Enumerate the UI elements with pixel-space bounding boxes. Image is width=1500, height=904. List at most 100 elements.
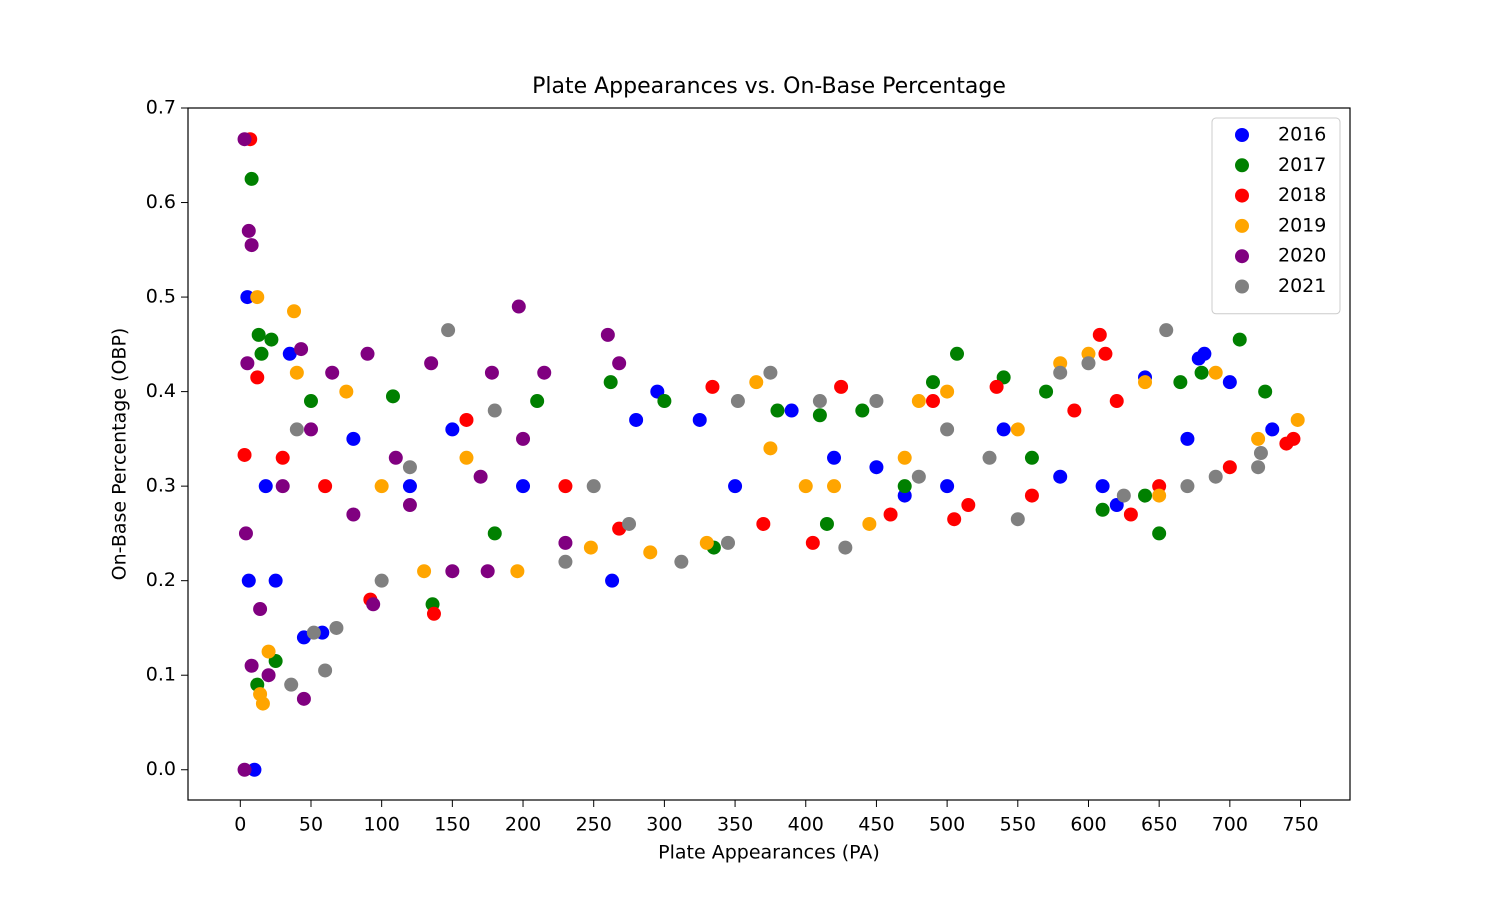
y-tick-label: 0.5	[146, 286, 176, 308]
point	[784, 403, 799, 418]
point	[862, 516, 877, 531]
point	[869, 460, 884, 475]
y-tick-label: 0.0	[146, 758, 176, 780]
point	[1039, 384, 1054, 399]
point	[1286, 431, 1301, 446]
point	[1024, 488, 1039, 503]
y-tick-label: 0.7	[146, 97, 176, 119]
point	[284, 677, 299, 692]
point	[240, 290, 255, 305]
point	[1194, 365, 1209, 380]
point	[819, 516, 834, 531]
point	[254, 346, 269, 361]
point	[834, 379, 849, 394]
x-tick-label: 750	[1282, 814, 1318, 836]
point	[258, 479, 273, 494]
point	[374, 479, 389, 494]
point	[241, 573, 256, 588]
x-tick-label: 350	[717, 814, 753, 836]
point	[838, 540, 853, 555]
point	[237, 447, 252, 462]
x-tick-label: 400	[788, 814, 824, 836]
point	[346, 431, 361, 446]
point	[1010, 422, 1025, 437]
point	[303, 394, 318, 409]
point	[1180, 431, 1195, 446]
point	[629, 412, 644, 427]
point	[1251, 460, 1266, 475]
x-tick-label: 300	[646, 814, 682, 836]
point	[603, 375, 618, 390]
point	[827, 450, 842, 465]
point	[306, 625, 321, 640]
point	[253, 602, 268, 617]
point	[417, 564, 432, 579]
point	[643, 545, 658, 560]
point	[244, 171, 259, 186]
point	[296, 691, 311, 706]
point	[1253, 446, 1268, 461]
chart-title: Plate Appearances vs. On-Base Percentage	[532, 74, 1006, 99]
point	[756, 516, 771, 531]
y-tick-label: 0.4	[146, 380, 176, 402]
y-tick-label: 0.6	[146, 191, 176, 213]
point	[558, 535, 573, 550]
point	[261, 644, 276, 659]
point	[1067, 403, 1082, 418]
point	[445, 422, 460, 437]
x-tick-label: 50	[299, 814, 323, 836]
point	[366, 597, 381, 612]
point	[1123, 507, 1138, 522]
point	[294, 342, 309, 357]
point	[251, 327, 266, 342]
point	[657, 394, 672, 409]
x-tick-label: 200	[505, 814, 541, 836]
point	[289, 365, 304, 380]
point	[805, 535, 820, 550]
point	[237, 762, 252, 777]
x-tick-label: 0	[234, 814, 246, 836]
point	[388, 450, 403, 465]
x-axis-label: Plate Appearances (PA)	[658, 842, 880, 864]
point	[1152, 526, 1167, 541]
point	[1251, 431, 1266, 446]
point	[600, 327, 615, 342]
point	[798, 479, 813, 494]
point	[827, 479, 842, 494]
legend-label: 2020	[1278, 245, 1326, 267]
point	[674, 554, 689, 569]
point	[1180, 479, 1195, 494]
point	[586, 479, 601, 494]
point	[329, 620, 344, 635]
point	[897, 450, 912, 465]
point	[1095, 502, 1110, 517]
point	[250, 290, 265, 305]
legend-marker	[1235, 249, 1249, 264]
point	[1159, 323, 1174, 338]
point	[749, 375, 764, 390]
point	[1232, 332, 1247, 347]
point	[275, 450, 290, 465]
point	[612, 356, 627, 371]
legend-label: 2018	[1278, 184, 1326, 206]
y-tick-label: 0.1	[146, 664, 176, 686]
point	[402, 460, 417, 475]
point	[1208, 469, 1223, 484]
point	[402, 479, 417, 494]
point	[982, 450, 997, 465]
x-tick-label: 550	[1000, 814, 1036, 836]
plot-frame	[187, 107, 1351, 801]
point	[1197, 346, 1212, 361]
point	[1092, 327, 1107, 342]
point	[261, 668, 276, 683]
point	[1173, 375, 1188, 390]
point	[459, 412, 474, 427]
point	[1258, 384, 1273, 399]
point	[516, 479, 531, 494]
legend-marker	[1235, 218, 1249, 233]
point	[385, 389, 400, 404]
x-tick-label: 650	[1141, 814, 1177, 836]
y-axis-label: On-Base Percentage (OBP)	[109, 328, 131, 581]
